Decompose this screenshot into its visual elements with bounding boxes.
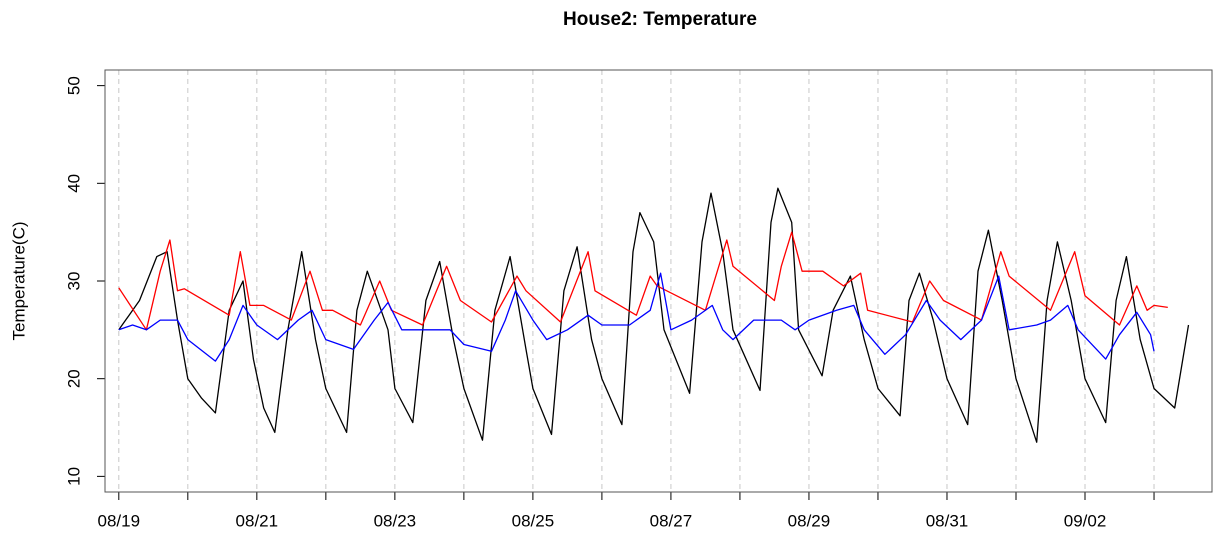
plot-frame	[104, 69, 1213, 493]
y-tick-label: 50	[64, 76, 83, 95]
y-tick-label: 40	[64, 174, 83, 193]
x-tick-label: 09/02	[1064, 511, 1107, 530]
series-line	[118, 272, 1155, 362]
x-tick-label: 08/21	[236, 511, 279, 530]
x-tick-label: 08/23	[374, 511, 417, 530]
chart-title: House2: Temperature	[563, 9, 757, 30]
x-tick-label: 08/29	[788, 511, 831, 530]
x-tick-label: 08/27	[650, 511, 693, 530]
series-line	[118, 231, 1168, 331]
y-tick-label: 30	[64, 272, 83, 291]
x-tick-label: 08/25	[512, 511, 555, 530]
series-line	[118, 187, 1190, 443]
x-tick-label: 08/31	[926, 511, 969, 530]
y-tick-label: 20	[64, 369, 83, 388]
x-tick-label: 08/19	[98, 511, 141, 530]
y-tick-label: 10	[64, 467, 83, 486]
y-axis-label: Temperature(C)	[9, 221, 28, 340]
